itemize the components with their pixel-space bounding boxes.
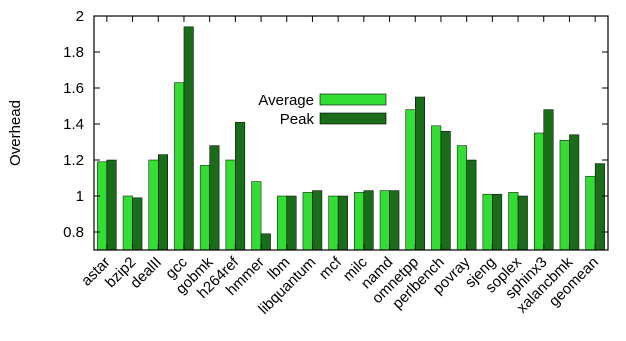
- bar-average-libquantum: [302, 192, 313, 251]
- y-tick-label: 2: [76, 8, 84, 25]
- bar-average-sjeng: [482, 193, 493, 251]
- bar-average-milc: [354, 192, 365, 251]
- bar-peak-libquantum: [312, 190, 323, 251]
- bar-peak-dealII: [158, 154, 168, 251]
- bar-peak-hmmer: [260, 233, 271, 251]
- bar-average-omnetpp: [405, 109, 416, 251]
- bar-average-gobmk: [199, 165, 210, 251]
- bar-average-soplex: [508, 192, 519, 251]
- bar-average-gcc: [174, 82, 185, 251]
- bar-peak-gobmk: [209, 145, 220, 251]
- y-tick-label: 1: [76, 188, 84, 205]
- legend: Average Peak: [258, 92, 387, 128]
- y-tick-label: 0.8: [63, 224, 84, 241]
- bar-average-povray: [456, 145, 467, 251]
- bar-peak-mcf: [337, 195, 348, 251]
- bar-peak-soplex: [517, 195, 528, 251]
- bar-peak-h264ref: [235, 121, 246, 251]
- bar-peak-gcc: [183, 26, 194, 251]
- bar-average-sphinx3: [534, 132, 544, 251]
- bar-peak-xalancbmk: [569, 134, 580, 251]
- bar-peak-sphinx3: [543, 109, 554, 251]
- bar-average-dealII: [148, 159, 159, 251]
- y-tick-label: 1.4: [63, 116, 84, 133]
- bar-average-hmmer: [251, 181, 262, 251]
- bar-peak-astar: [106, 159, 117, 251]
- legend-label-peak: Peak: [280, 111, 315, 128]
- bar-peak-lbm: [286, 195, 297, 251]
- bar-peak-omnetpp: [415, 96, 425, 251]
- x-tick-label-mcf: mcf: [316, 253, 346, 283]
- bar-peak-namd: [389, 190, 400, 251]
- bar-peak-bzip2: [132, 197, 143, 251]
- bar-peak-geomean: [594, 163, 605, 251]
- bar-peak-sjeng: [492, 193, 503, 251]
- y-ticks-layer: 0.8 1 1.2 1.4 1.6 1.8 2: [63, 8, 608, 241]
- y-axis-label: Overhead: [7, 100, 24, 166]
- legend-label-average: Average: [258, 92, 314, 109]
- bar-average-bzip2: [122, 195, 133, 251]
- bar-average-lbm: [277, 195, 287, 251]
- y-tick-label: 1.2: [63, 152, 84, 169]
- plot-frame: [93, 15, 609, 251]
- bar-average-mcf: [328, 195, 339, 251]
- bars-layer: [97, 26, 605, 251]
- bar-average-perlbench: [431, 125, 442, 251]
- legend-swatch-average: [319, 93, 387, 106]
- bar-peak-perlbench: [440, 130, 451, 251]
- bar-average-geomean: [585, 175, 596, 251]
- legend-swatch-peak: [319, 112, 387, 125]
- bar-average-xalancbmk: [559, 139, 570, 251]
- bar-average-namd: [379, 190, 390, 251]
- bar-peak-milc: [363, 190, 374, 251]
- bar-peak-povray: [466, 159, 477, 251]
- y-tick-label: 1.8: [63, 44, 84, 61]
- bar-average-astar: [97, 161, 108, 251]
- y-tick-label: 1.6: [63, 80, 84, 97]
- bar-average-h264ref: [225, 159, 236, 251]
